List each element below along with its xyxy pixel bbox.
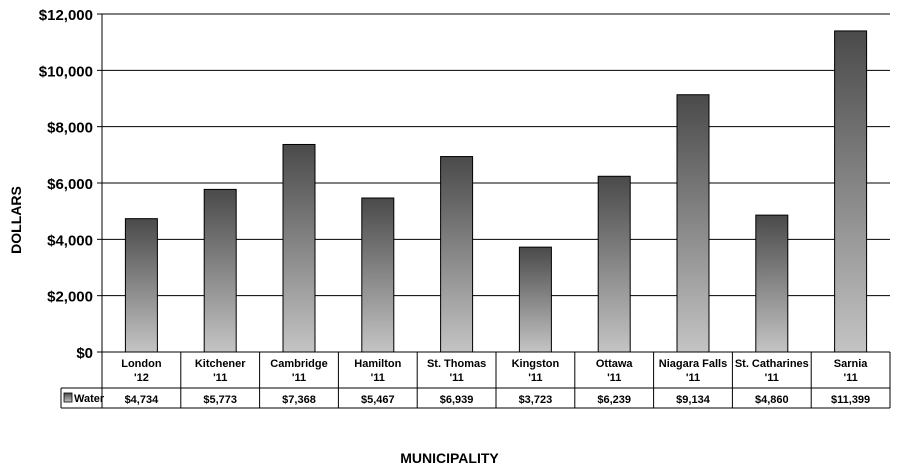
y-axis-label-container: DOLLARS xyxy=(8,186,24,254)
legend-label: Water xyxy=(74,393,105,405)
category-year-label: '11 xyxy=(686,372,700,384)
category-year-label: '11 xyxy=(371,372,385,384)
data-label: $6,239 xyxy=(597,394,631,406)
bar xyxy=(282,143,316,353)
y-tick-label: $12,000 xyxy=(39,7,93,24)
bar xyxy=(518,246,552,353)
category-year-label: '12 xyxy=(134,372,149,384)
data-label: $5,773 xyxy=(203,394,237,406)
category-year-label: '11 xyxy=(213,372,227,384)
y-tick-label: $4,000 xyxy=(47,232,93,249)
bar xyxy=(597,175,631,353)
y-tick-label: $2,000 xyxy=(47,289,93,306)
bar xyxy=(755,214,789,353)
category-year-label: '11 xyxy=(607,372,621,384)
category-label: St. Thomas xyxy=(427,358,486,370)
category-label: Kitchener xyxy=(195,358,246,370)
y-axis-label: DOLLARS xyxy=(8,186,24,254)
data-label: $3,723 xyxy=(519,394,553,406)
data-label: $9,134 xyxy=(676,394,711,406)
data-label: $5,467 xyxy=(361,394,395,406)
category-label: Kingston xyxy=(512,358,560,370)
bar xyxy=(203,188,237,353)
bar xyxy=(361,197,395,353)
category-year-label: '11 xyxy=(292,372,306,384)
y-tick-label: $0 xyxy=(76,345,93,362)
bar xyxy=(440,156,474,353)
y-tick-label: $8,000 xyxy=(47,120,93,137)
y-axis-ticks: $0 $2,000 $4,000 $6,000 $8,000 $10,000 $12,000 xyxy=(39,7,103,362)
data-label: $11,399 xyxy=(831,394,870,406)
water-cost-bar-chart: $0 $2,000 $4,000 $6,000 $8,000 $10,000 $12,000… xyxy=(39,7,891,409)
data-label: $4,860 xyxy=(755,394,789,406)
category-year-label: '11 xyxy=(528,372,542,384)
category-label: Ottawa xyxy=(596,358,634,370)
category-year-label: '11 xyxy=(843,372,857,384)
category-label: Hamilton xyxy=(354,358,401,370)
bar xyxy=(834,30,868,353)
bar xyxy=(124,218,158,353)
bar xyxy=(676,94,710,353)
x-axis-label: MUNICIPALITY xyxy=(400,450,499,466)
legend-swatch xyxy=(63,392,73,403)
category-year-label: '11 xyxy=(449,372,463,384)
y-tick-label: $6,000 xyxy=(47,176,93,193)
data-label: $7,368 xyxy=(282,394,316,406)
bars xyxy=(124,30,868,353)
data-label: $6,939 xyxy=(440,394,474,406)
category-year-label: '11 xyxy=(765,372,779,384)
category-label: Cambridge xyxy=(270,358,327,370)
data-table: London '12 $4,734 Kitchener '11 $5,773 Cambrid… xyxy=(60,351,891,409)
category-label: London xyxy=(121,358,162,370)
category-label: Sarnia xyxy=(834,358,869,370)
data-label: $4,734 xyxy=(125,394,160,406)
y-tick-label: $10,000 xyxy=(39,63,93,80)
category-label: Niagara Falls xyxy=(659,358,727,370)
category-label: St. Catharines xyxy=(735,358,809,370)
